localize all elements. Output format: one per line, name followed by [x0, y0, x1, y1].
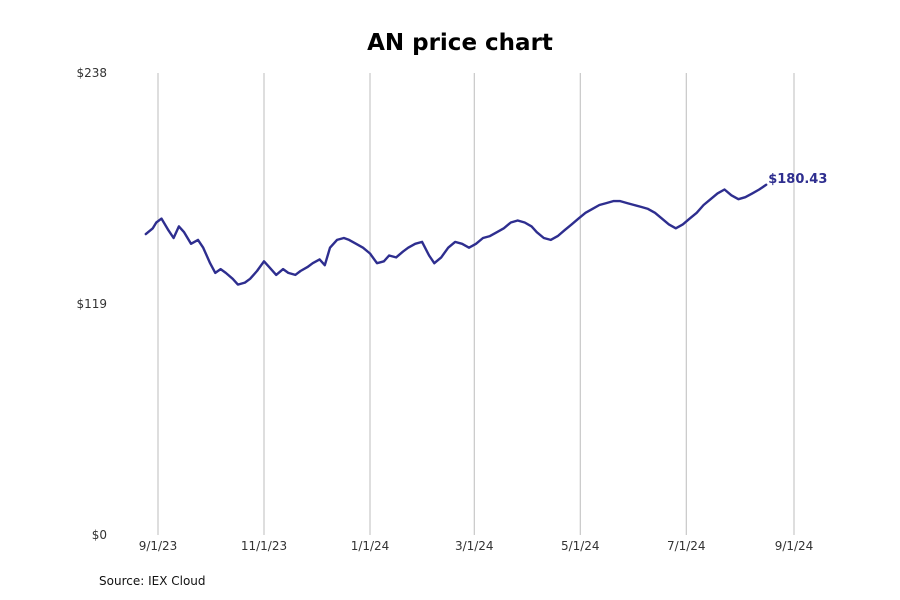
x-axis-ticks: 9/1/23 11/1/23 1/1/24 3/1/24 5/1/24 7/1/24 9/1… [139, 539, 814, 553]
x-tick-label: 5/1/24 [561, 539, 600, 553]
x-tick-label: 3/1/24 [455, 539, 494, 553]
x-tick-label: 7/1/24 [667, 539, 706, 553]
gridlines [157, 73, 795, 535]
y-tick-label: $238 [76, 66, 107, 80]
x-tick-label: 11/1/23 [241, 539, 287, 553]
y-axis-ticks: $0 $119 $238 [76, 66, 107, 542]
x-tick-label: 9/1/24 [775, 539, 814, 553]
source-note: Source: IEX Cloud [99, 574, 206, 588]
chart-title: AN price chart [367, 30, 553, 56]
y-tick-label: $119 [76, 297, 107, 311]
series-line [144, 183, 768, 286]
x-tick-label: 9/1/23 [139, 539, 178, 553]
last-price-label: $180.43 [768, 172, 827, 187]
y-tick-label: $0 [92, 528, 107, 542]
x-tick-label: 1/1/24 [351, 539, 390, 553]
series-group: $180.43 [144, 172, 827, 286]
